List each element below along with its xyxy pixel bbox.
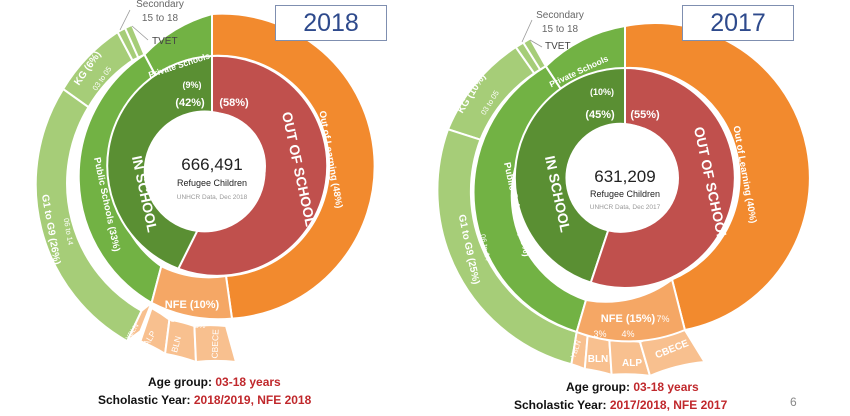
tvet-label: TVET [152, 36, 178, 47]
center-total: 631,209 [594, 167, 655, 186]
scholastic-year-label: Scholastic Year: [514, 398, 607, 412]
outer-nfe-bln-segment [163, 318, 198, 364]
nfe-label: NFE (15%) [601, 313, 656, 325]
private-schools-pct: (9%) [182, 80, 201, 90]
tvet-label: TVET [545, 41, 571, 52]
sunburst-2018: 666,491 Refugee Children UNHCR Data, Dec… [34, 0, 376, 364]
center-source: UNHCR Data, Dec 2018 [177, 194, 248, 201]
year-box-2018: 2018 [275, 5, 387, 41]
center-source: UNHCR Data, Dec 2017 [590, 204, 661, 211]
secondary-age-label: 15 to 18 [142, 13, 179, 24]
tvet-callout-line [131, 25, 149, 41]
center-label: Refugee Children [590, 189, 660, 199]
nfe-bln-pct: 3% [171, 315, 182, 324]
age-group-label: Age group: [566, 380, 630, 394]
year-label-2018: 2018 [303, 8, 359, 37]
nfe-bln-label: BLN [588, 354, 609, 365]
age-group-label: Age group: [148, 375, 212, 389]
in-school-pct: (45%) [585, 109, 615, 121]
middle-out-of-learning-segment [211, 12, 376, 320]
outer-nfe-alp-segment [139, 306, 171, 356]
middle-nfe-segment [575, 277, 687, 343]
nfe-bln-label: BLN [169, 335, 183, 354]
scholastic-year-line-2017: Scholastic Year: 2017/2018, NFE 2017 [514, 398, 727, 412]
center-total: 666,491 [181, 155, 242, 174]
nfe-cbece-pct: 7% [656, 314, 669, 324]
scholastic-year-line-2018: Scholastic Year: 2018/2019, NFE 2018 [98, 393, 311, 407]
in-school-pct: (42%) [175, 97, 205, 109]
nfe-alp-label: ALP [622, 358, 642, 369]
center-hole [571, 124, 679, 232]
nfe-alp-pct: 4% [621, 329, 634, 339]
nfe-cbece-pct: 5% [195, 321, 206, 330]
secondary-age-label: 15 to 18 [542, 24, 579, 35]
age-group-value: 03-18 years [215, 375, 281, 389]
year-box-2017: 2017 [682, 5, 794, 41]
scholastic-year-value: 2018/2019, NFE 2018 [193, 393, 312, 407]
out-school-pct: (55%) [630, 109, 660, 121]
nfe-bln-pct: 3% [593, 329, 606, 339]
middle-nfe-segment [150, 264, 234, 321]
secondary-callout-line [521, 19, 533, 43]
page-number: 6 [790, 395, 797, 409]
sunburst-2017: 631,209 Refugee Children UNHCR Data, Dec… [436, 10, 811, 378]
scholastic-year-label: Scholastic Year: [98, 393, 191, 407]
nfe-label: NFE (10%) [165, 299, 220, 311]
private-schools-pct: (10%) [590, 87, 614, 97]
age-group-line-2017: Age group: 03-18 years [566, 380, 699, 394]
scholastic-year-value: 2017/2018, NFE 2017 [609, 398, 728, 412]
nfe-cbece-label: CBECE [209, 329, 220, 359]
secondary-label: Secondary [536, 10, 584, 21]
secondary-label: Secondary [136, 0, 184, 10]
inner-in-school-segment [106, 54, 213, 271]
secondary-callout-line [119, 9, 131, 31]
age-group-line-2018: Age group: 03-18 years [148, 375, 281, 389]
outer-nfe-cbece-segment [193, 324, 238, 364]
year-label-2017: 2017 [710, 8, 766, 37]
center-hole [158, 112, 266, 220]
middle-out-of-learning-segment [624, 22, 811, 332]
tvet-callout-line [529, 39, 543, 48]
center-label: Refugee Children [177, 178, 247, 188]
out-school-pct: (58%) [219, 97, 249, 109]
inner-in-school-segment [513, 66, 626, 284]
age-group-value: 03-18 years [633, 380, 699, 394]
